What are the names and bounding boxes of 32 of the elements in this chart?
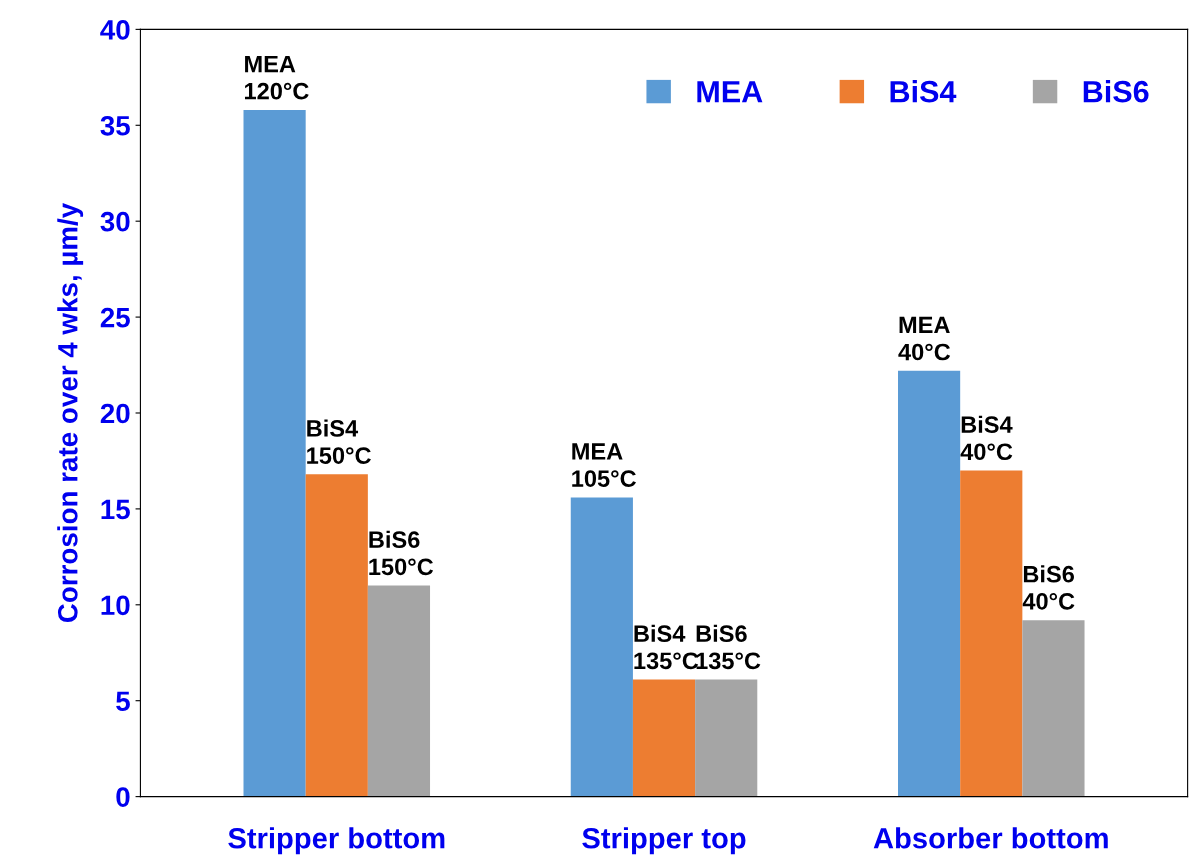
y-tick-label: 0: [116, 787, 130, 807]
y-tick-label: 35: [100, 115, 130, 136]
bar: [898, 370, 961, 797]
y-tick-label: 15: [101, 499, 130, 520]
data-label: BiS6 150°C: [369, 530, 434, 576]
legend-label: BiS6: [1083, 80, 1149, 103]
bar: [695, 679, 758, 797]
bar: [367, 585, 431, 797]
legend-label: BiS4: [890, 80, 957, 103]
data-label: BiS4 40°C: [960, 415, 1013, 461]
legend-label: MEA: [697, 81, 763, 103]
y-axis-title: Corrosion rate over 4 wks, µm/y: [57, 202, 84, 623]
y-tick-label: 5: [116, 691, 130, 712]
bar: [632, 679, 696, 797]
bar: [960, 470, 1023, 797]
y-tick-label: 20: [100, 403, 130, 424]
data-label: MEA 120°C: [244, 55, 309, 100]
bar: [305, 474, 368, 797]
data-label: BiS4 150°C: [307, 419, 371, 464]
x-tick-label: Absorber bottom: [873, 827, 1108, 849]
y-tick-label: 10: [101, 595, 130, 616]
y-tick-label: 40: [100, 20, 130, 40]
y-tick-label: 25: [100, 307, 130, 328]
data-label: MEA 40°C: [898, 316, 951, 361]
data-label: MEA 105°C: [572, 443, 636, 487]
x-tick-label: Stripper top: [582, 827, 746, 855]
y-tick-label: 30: [100, 211, 130, 232]
bar: [243, 109, 306, 797]
data-label: BiS6 40°C: [1022, 565, 1075, 610]
bar: [1022, 620, 1085, 797]
bar: [570, 497, 633, 797]
x-tick-label: Stripper bottom: [228, 827, 445, 855]
